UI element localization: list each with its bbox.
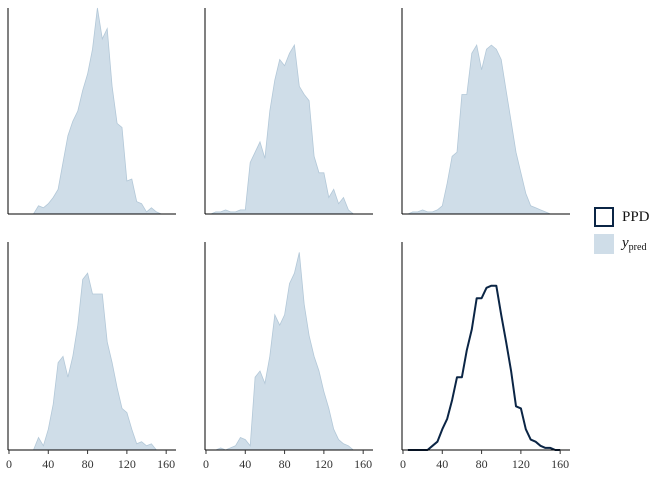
x-tick-label: 0: [400, 457, 406, 471]
legend-text: y: [620, 235, 629, 251]
panel: [7, 7, 176, 215]
density-area: [407, 44, 551, 215]
panel: 0 40 80 120 160: [203, 242, 373, 471]
x-tick-label: 0: [6, 457, 12, 471]
x-tick-label: 160: [551, 457, 569, 471]
panel: 0 40 80 120 160: [400, 242, 570, 471]
x-tick-label: 80: [279, 457, 291, 471]
legend-subscript: pred: [629, 242, 647, 253]
x-tick-label: 120: [118, 457, 136, 471]
x-tick-label: 40: [436, 457, 448, 471]
x-tick-label: 40: [42, 457, 54, 471]
x-tick-label: 120: [315, 457, 333, 471]
density-area: [210, 43, 355, 215]
x-tick-label: 80: [82, 457, 94, 471]
density-area: [28, 7, 167, 215]
legend-text: PPD: [622, 209, 650, 225]
legend-label: PPD: [622, 209, 650, 225]
legend-swatch: [594, 234, 614, 254]
density-line: [407, 284, 561, 451]
legend-label: ypred: [620, 235, 646, 253]
x-tick-label: 80: [476, 457, 488, 471]
panel: [204, 8, 373, 215]
x-tick-label: 0: [203, 457, 209, 471]
x-tick-label: 160: [157, 457, 175, 471]
panel: 0 40 80 120 160: [6, 242, 176, 471]
legend: PPD ypred: [594, 207, 650, 254]
density-area: [28, 272, 167, 451]
legend-swatch: [594, 207, 614, 227]
x-tick-label: 40: [239, 457, 251, 471]
x-tick-label: 120: [512, 457, 530, 471]
density-area: [210, 252, 364, 451]
x-tick-label: 160: [354, 457, 372, 471]
panel: [401, 8, 570, 215]
